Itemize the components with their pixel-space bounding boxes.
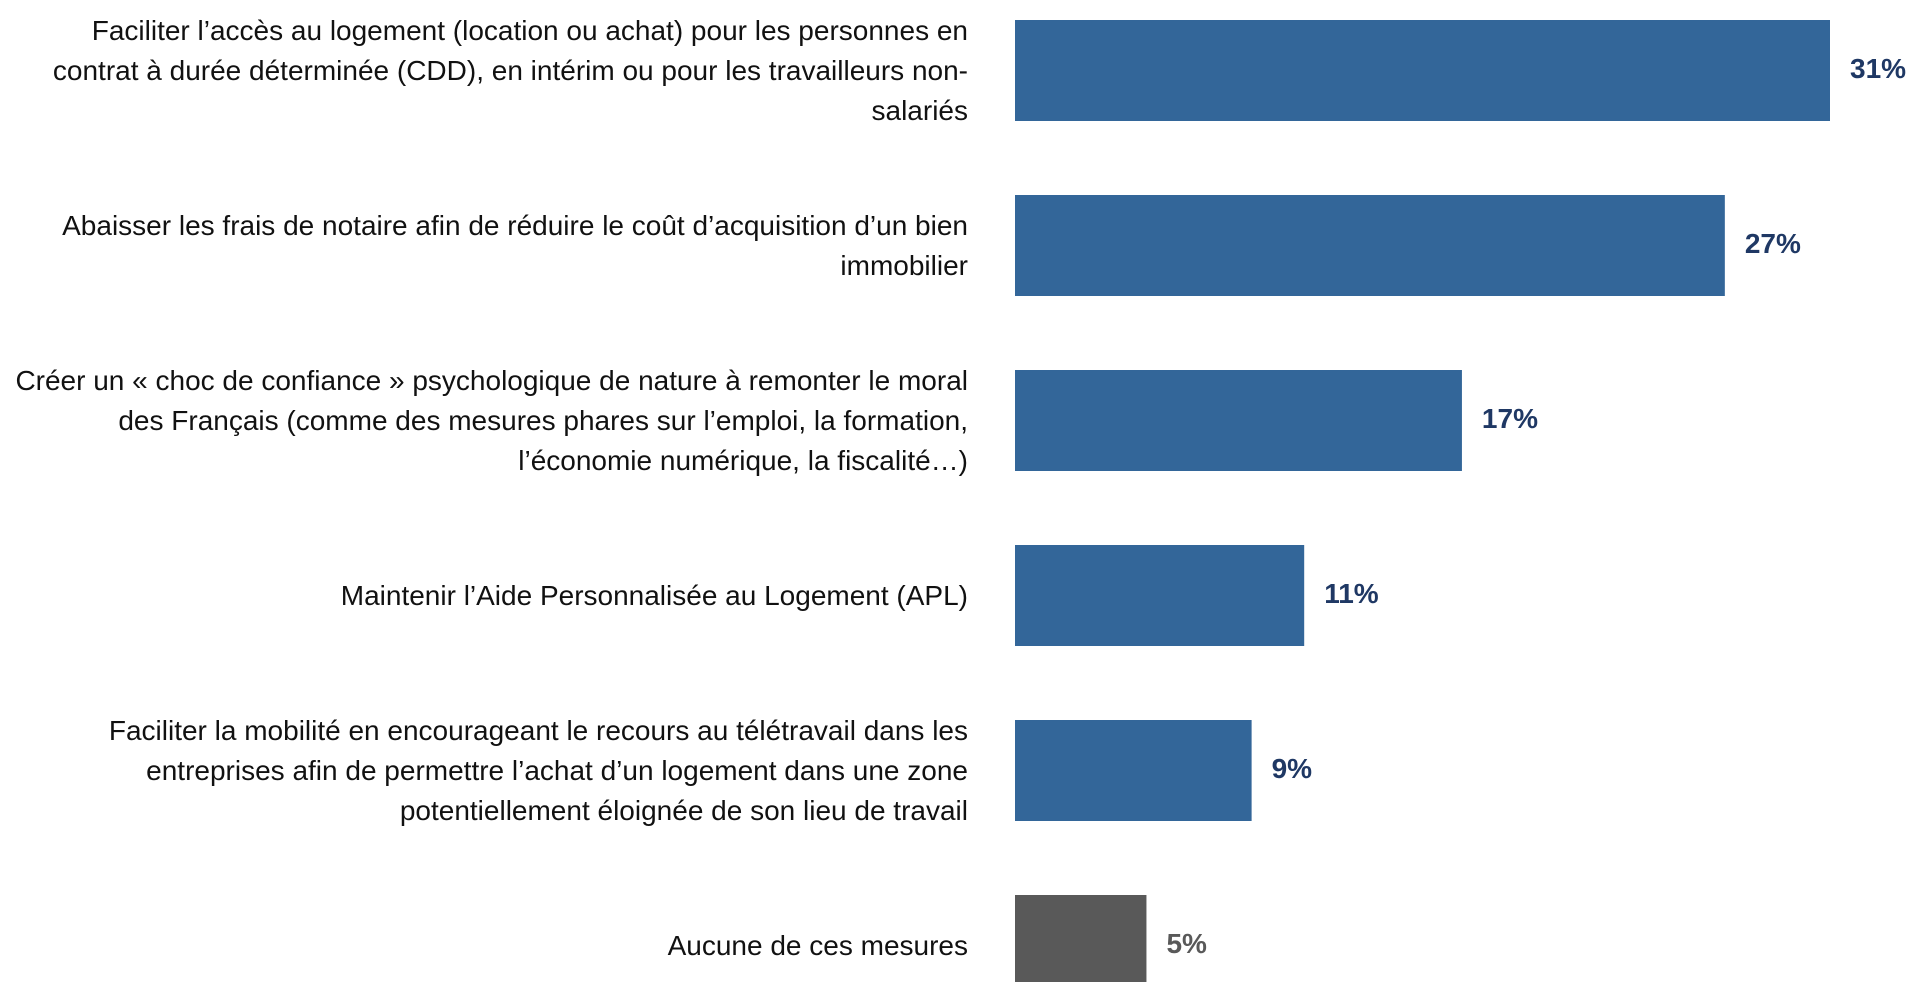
bar — [1015, 195, 1725, 296]
bar — [1015, 545, 1305, 646]
value-label: 31% — [1850, 53, 1906, 84]
value-label: 17% — [1482, 403, 1538, 434]
category-label: Maintenir l’Aide Personnalisée au Logeme… — [340, 579, 968, 611]
category-label: Aucune de ces mesures — [667, 929, 968, 961]
category-label: Faciliter la mobilité en encourageant le… — [108, 714, 968, 826]
bar — [1015, 720, 1252, 821]
bar — [1015, 370, 1462, 471]
value-label: 9% — [1272, 753, 1313, 784]
value-label: 27% — [1745, 228, 1801, 259]
category-label: Créer un « choc de confiance » psycholog… — [15, 364, 968, 476]
value-label: 11% — [1324, 578, 1379, 609]
value-label: 5% — [1166, 928, 1207, 959]
category-label: Faciliter l’accès au logement (location … — [52, 14, 968, 126]
bar — [1015, 895, 1147, 982]
bar — [1015, 20, 1830, 121]
category-label: Abaisser les frais de notaire afin de ré… — [62, 209, 968, 281]
